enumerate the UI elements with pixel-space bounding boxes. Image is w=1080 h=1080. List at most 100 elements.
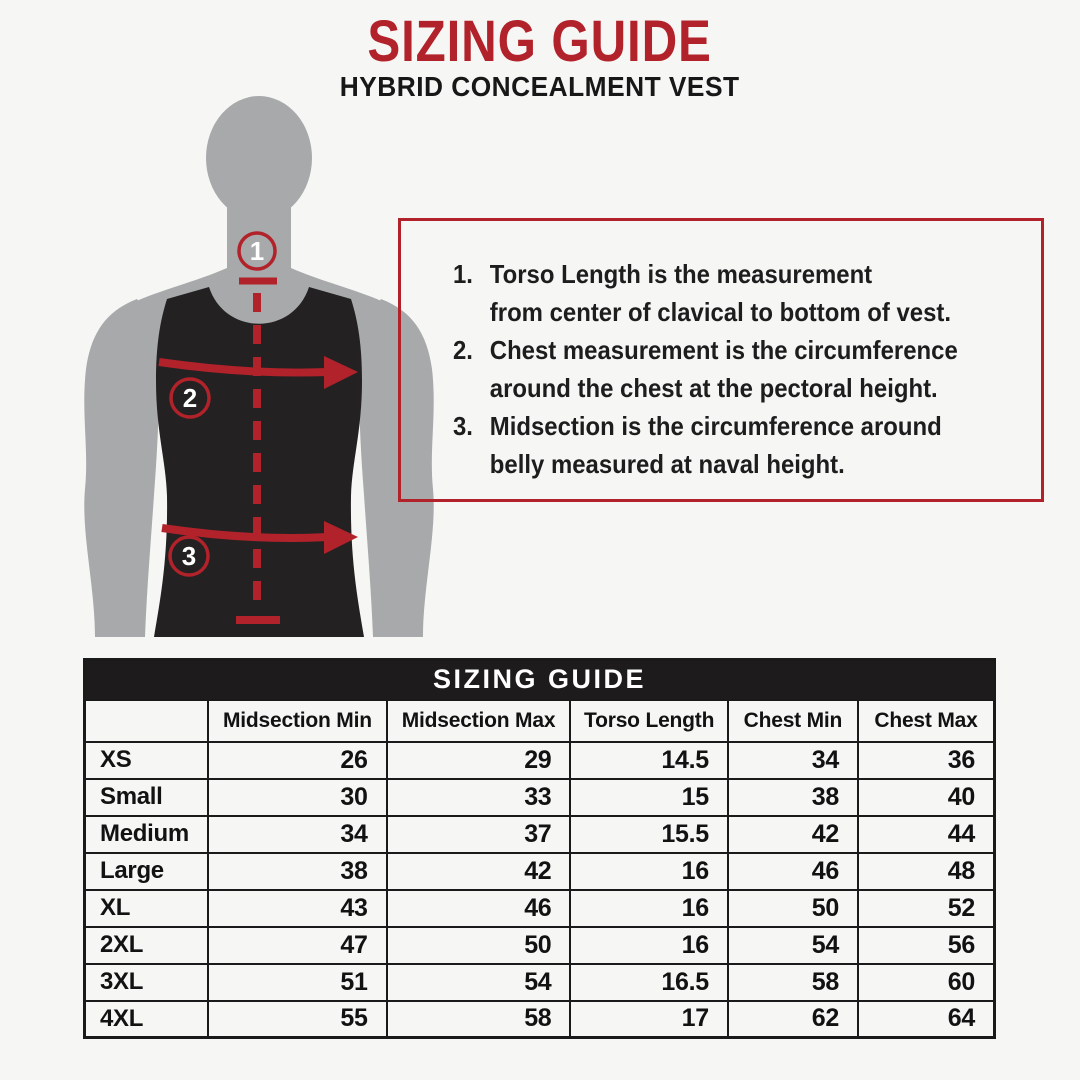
column-header-blank xyxy=(83,698,210,743)
value-cell: 42 xyxy=(726,814,859,854)
value-cell: 54 xyxy=(726,925,859,965)
column-header-midsection-max: Midsection Max xyxy=(385,698,572,743)
value-cell: 62 xyxy=(726,999,859,1039)
value-cell: 33 xyxy=(385,777,572,817)
value-cell: 14.5 xyxy=(569,740,729,780)
value-cell: 42 xyxy=(385,851,572,891)
marker-circles xyxy=(168,231,277,577)
marker-1-number: 1 xyxy=(250,236,264,266)
instruction-item-2: 2. Chest measurement is the circumferenc… xyxy=(453,331,994,407)
size-cell: 3XL xyxy=(83,962,210,1002)
value-cell: 47 xyxy=(207,925,388,965)
instruction-text: Midsection is the circumference around b… xyxy=(490,407,994,483)
page-subtitle-text: HYBRID CONCEALMENT VEST xyxy=(340,71,740,102)
value-cell: 58 xyxy=(726,962,859,1002)
instruction-item-3: 3. Midsection is the circumference aroun… xyxy=(453,407,994,483)
table-row-medium: Medium 34 37 15.5 42 44 xyxy=(83,814,996,854)
value-cell: 15 xyxy=(569,777,729,817)
value-cell: 55 xyxy=(207,999,388,1039)
value-cell: 58 xyxy=(385,999,572,1039)
instruction-text: Chest measurement is the circumference a… xyxy=(490,331,994,407)
table-row-small: Small 30 33 15 38 40 xyxy=(83,777,996,817)
value-cell: 50 xyxy=(726,888,859,928)
table-row-large: Large 38 42 16 46 48 xyxy=(83,851,996,891)
value-cell: 16 xyxy=(569,888,729,928)
size-cell: Large xyxy=(83,851,210,891)
instruction-line: around the chest at the pectoral height. xyxy=(489,373,938,403)
silhouette-right-arm xyxy=(359,299,434,637)
chest-arrowhead xyxy=(324,356,358,389)
value-cell: 15.5 xyxy=(569,814,729,854)
table-row-4xl: 4XL 55 58 17 62 64 xyxy=(83,999,996,1039)
table-row-3xl: 3XL 51 54 16.5 58 60 xyxy=(83,962,996,1002)
page-title: SIZING GUIDE xyxy=(0,12,1080,72)
value-cell: 16 xyxy=(569,925,729,965)
marker-1-circle xyxy=(237,231,277,271)
value-cell: 26 xyxy=(207,740,388,780)
column-header-chest-max: Chest Max xyxy=(856,698,996,743)
value-cell: 38 xyxy=(207,851,388,891)
midsection-arrow-line xyxy=(161,524,329,542)
value-cell: 56 xyxy=(856,925,996,965)
instructions-list: 1. Torso Length is the measurement from … xyxy=(453,255,994,483)
value-cell: 34 xyxy=(726,740,859,780)
column-header-midsection-min: Midsection Min xyxy=(207,698,388,743)
value-cell: 36 xyxy=(856,740,996,780)
marker-3-circle xyxy=(168,535,210,577)
page-title-text: SIZING GUIDE xyxy=(367,9,713,74)
table-row-2xl: 2XL 47 50 16 54 56 xyxy=(83,925,996,965)
size-cell: XS xyxy=(83,740,210,780)
table-row-xl: XL 43 46 16 50 52 xyxy=(83,888,996,928)
value-cell: 16 xyxy=(569,851,729,891)
value-cell: 48 xyxy=(856,851,996,891)
measurement-lines xyxy=(158,277,329,624)
midsection-arrowhead xyxy=(324,521,358,554)
instruction-line: Torso Length is the measurement xyxy=(489,259,873,289)
marker-2-number: 2 xyxy=(183,383,197,413)
size-cell: 4XL xyxy=(83,999,210,1039)
size-cell: XL xyxy=(83,888,210,928)
silhouette-left-arm xyxy=(84,299,159,637)
value-cell: 46 xyxy=(385,888,572,928)
value-cell: 54 xyxy=(385,962,572,1002)
instruction-number: 2. xyxy=(453,335,473,365)
value-cell: 50 xyxy=(385,925,572,965)
size-cell: 2XL xyxy=(83,925,210,965)
value-cell: 30 xyxy=(207,777,388,817)
instruction-line: belly measured at naval height. xyxy=(489,449,845,479)
value-cell: 17 xyxy=(569,999,729,1039)
value-cell: 44 xyxy=(856,814,996,854)
chest-arrow-line xyxy=(158,358,329,377)
value-cell: 34 xyxy=(207,814,388,854)
page-subtitle: HYBRID CONCEALMENT VEST xyxy=(0,72,1080,102)
arrowheads xyxy=(324,356,358,554)
instruction-line: Chest measurement is the circumference xyxy=(489,335,958,365)
value-cell: 37 xyxy=(385,814,572,854)
table-header-row: Midsection Min Midsection Max Torso Leng… xyxy=(83,698,996,743)
value-cell: 51 xyxy=(207,962,388,1002)
marker-numbers: 1 2 3 xyxy=(182,236,264,571)
instruction-line: Midsection is the circumference around xyxy=(489,411,942,441)
value-cell: 43 xyxy=(207,888,388,928)
instruction-line: from center of clavical to bottom of ves… xyxy=(489,297,952,327)
table-row-xs: XS 26 29 14.5 34 36 xyxy=(83,740,996,780)
instruction-number: 1. xyxy=(453,259,473,289)
column-header-chest-min: Chest Min xyxy=(726,698,859,743)
value-cell: 64 xyxy=(856,999,996,1039)
instruction-number: 3. xyxy=(453,411,473,441)
instruction-item-1: 1. Torso Length is the measurement from … xyxy=(453,255,994,331)
size-cell: Medium xyxy=(83,814,210,854)
value-cell: 60 xyxy=(856,962,996,1002)
instructions-box: 1. Torso Length is the measurement from … xyxy=(398,218,1044,502)
table-title-bar: SIZING GUIDE xyxy=(83,658,996,701)
size-cell: Small xyxy=(83,777,210,817)
value-cell: 46 xyxy=(726,851,859,891)
sizing-table: SIZING GUIDE Midsection Min Midsection M… xyxy=(83,658,996,1039)
instruction-text: Torso Length is the measurement from cen… xyxy=(490,255,994,331)
value-cell: 52 xyxy=(856,888,996,928)
value-cell: 29 xyxy=(385,740,572,780)
marker-2-circle xyxy=(169,377,211,419)
table-title-row: SIZING GUIDE xyxy=(83,658,996,701)
